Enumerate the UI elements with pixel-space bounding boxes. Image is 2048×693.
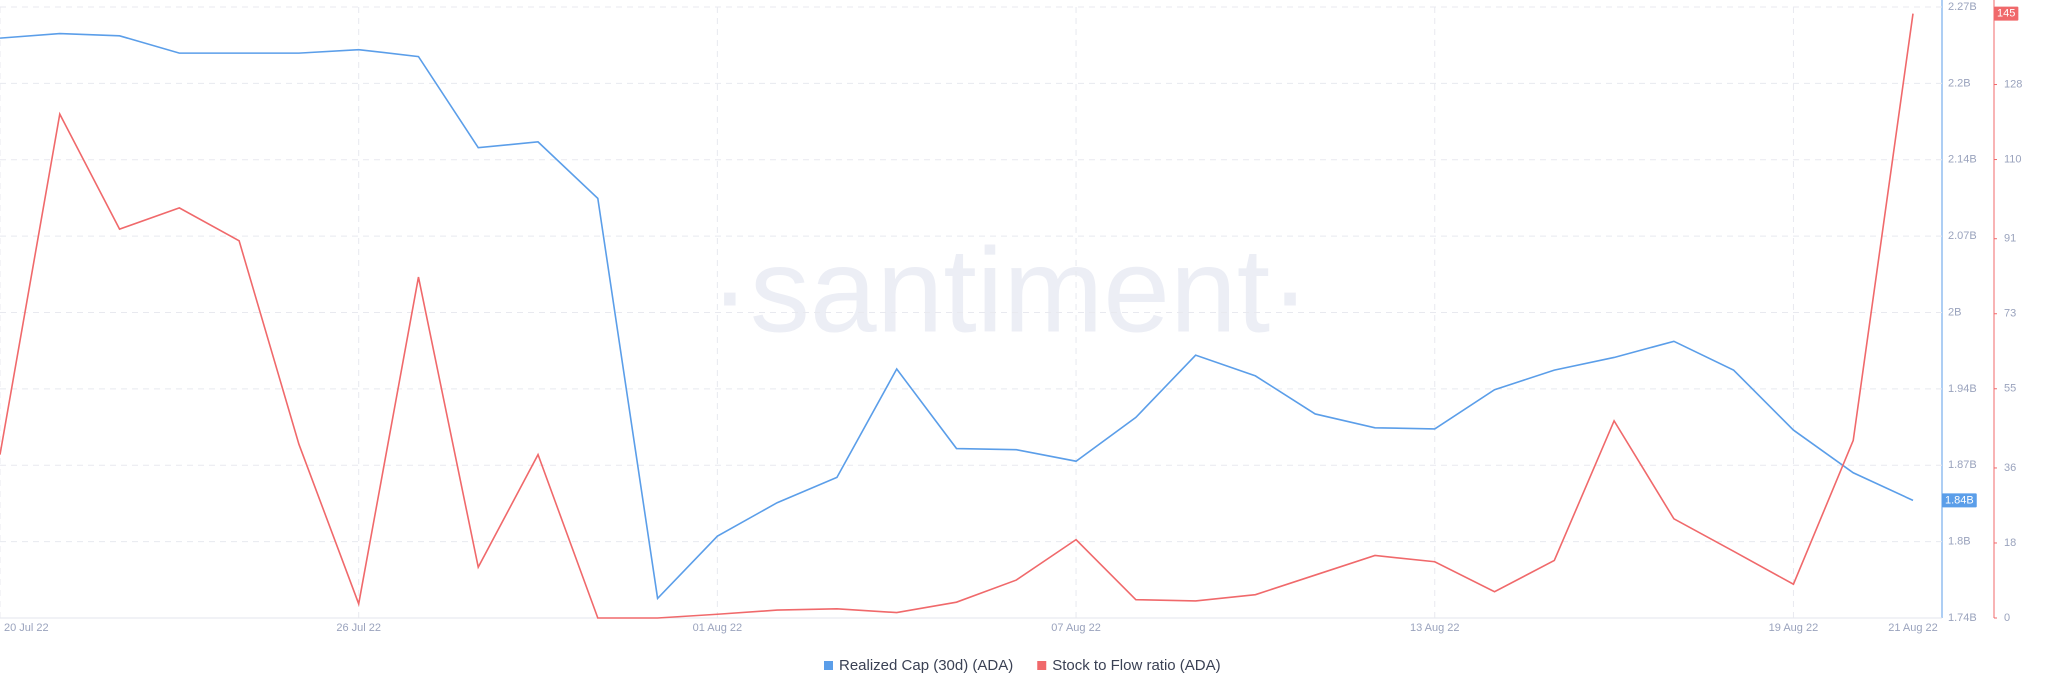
legend-label: Stock to Flow ratio (ADA) <box>1052 657 1220 674</box>
legend-swatch <box>1037 661 1047 670</box>
y2-tick-label: 128 <box>2004 78 2022 90</box>
y2-tick-label: 110 <box>2004 153 2022 165</box>
last-value-box <box>1994 6 2019 21</box>
x-tick-label: 13 Aug 22 <box>1410 622 1460 634</box>
y-tick-label: 2.14B <box>1948 154 1977 166</box>
x-tick-label: 26 Jul 22 <box>336 622 381 634</box>
y-tick-label: 2.07B <box>1948 230 1977 242</box>
last-value-text: 145 <box>1997 8 2015 20</box>
y-tick-label: 1.87B <box>1948 459 1977 471</box>
y-tick-label: 1.74B <box>1948 612 1977 624</box>
y-tick-label: 2B <box>1948 306 1961 318</box>
legend-label: Realized Cap (30d) (ADA) <box>839 657 1013 674</box>
y2-tick-label: 73 <box>2004 308 2016 320</box>
x-tick-label: 19 Aug 22 <box>1769 622 1819 634</box>
last-value-label: 145 <box>1994 6 2019 21</box>
x-tick-label: 20 Jul 22 <box>4 622 49 634</box>
legend-swatch <box>824 661 833 670</box>
x-tick-label: 01 Aug 22 <box>693 622 743 634</box>
y-tick-label: 2.2B <box>1948 77 1971 89</box>
last-value-label: 1.84B <box>1942 493 1977 508</box>
y2-tick-label: 18 <box>2004 537 2016 549</box>
y2-tick-label: 36 <box>2004 462 2016 474</box>
last-value-text: 1.84B <box>1945 494 1974 506</box>
watermark: ·santiment· <box>710 224 1310 358</box>
y2-tick-label: 91 <box>2004 233 2016 245</box>
y2-tick-label: 55 <box>2004 383 2016 395</box>
y-tick-label: 1.8B <box>1948 536 1971 548</box>
x-tick-label: 21 Aug 22 <box>1888 622 1938 634</box>
series-line <box>0 13 1914 619</box>
y-tick-label: 1.94B <box>1948 383 1977 395</box>
y2-tick-label: 0 <box>2004 612 2010 624</box>
y-tick-label: 2.27B <box>1948 1 1977 13</box>
series-line <box>0 32 1914 601</box>
x-tick-label: 07 Aug 22 <box>1051 622 1101 634</box>
last-value-box <box>1942 493 1977 508</box>
